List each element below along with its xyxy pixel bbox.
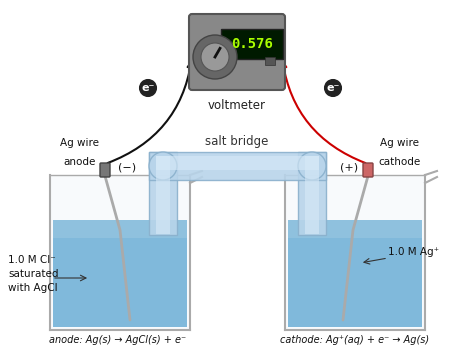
Bar xyxy=(305,156,319,234)
FancyBboxPatch shape xyxy=(221,29,283,59)
FancyBboxPatch shape xyxy=(189,14,285,90)
Ellipse shape xyxy=(298,152,326,180)
Text: cathode: cathode xyxy=(379,157,421,167)
Bar xyxy=(285,175,425,330)
Text: salt bridge: salt bridge xyxy=(205,135,269,148)
Bar xyxy=(149,152,177,235)
Text: voltmeter: voltmeter xyxy=(208,99,266,112)
Bar xyxy=(288,220,422,327)
Bar xyxy=(156,156,170,234)
Bar xyxy=(265,57,275,65)
FancyBboxPatch shape xyxy=(100,163,110,177)
Text: anode: anode xyxy=(64,157,96,167)
Text: cathode: Ag⁺(aq) + e⁻ → Ag(s): cathode: Ag⁺(aq) + e⁻ → Ag(s) xyxy=(281,335,429,345)
Text: Ag wire: Ag wire xyxy=(61,138,100,148)
Text: 0.576: 0.576 xyxy=(231,37,273,51)
Text: e⁻: e⁻ xyxy=(141,83,155,93)
Text: anode: Ag(s) → AgCl(s) + e⁻: anode: Ag(s) → AgCl(s) + e⁻ xyxy=(49,335,187,345)
Text: 1.0 M Ag⁺: 1.0 M Ag⁺ xyxy=(388,247,439,257)
Bar xyxy=(149,152,326,180)
Bar xyxy=(53,220,187,238)
Circle shape xyxy=(193,35,237,79)
Bar xyxy=(50,175,190,330)
Bar xyxy=(298,152,326,235)
Text: (+): (+) xyxy=(340,163,358,173)
Bar xyxy=(53,220,187,327)
Circle shape xyxy=(201,43,229,71)
Text: Ag wire: Ag wire xyxy=(381,138,419,148)
Ellipse shape xyxy=(149,152,177,180)
Text: e⁻: e⁻ xyxy=(326,83,340,93)
FancyBboxPatch shape xyxy=(363,163,373,177)
Text: (−): (−) xyxy=(118,163,136,173)
Bar xyxy=(288,220,422,238)
Text: 1.0 M Cl⁻
saturated
with AgCl: 1.0 M Cl⁻ saturated with AgCl xyxy=(8,255,58,293)
Bar xyxy=(156,156,319,170)
